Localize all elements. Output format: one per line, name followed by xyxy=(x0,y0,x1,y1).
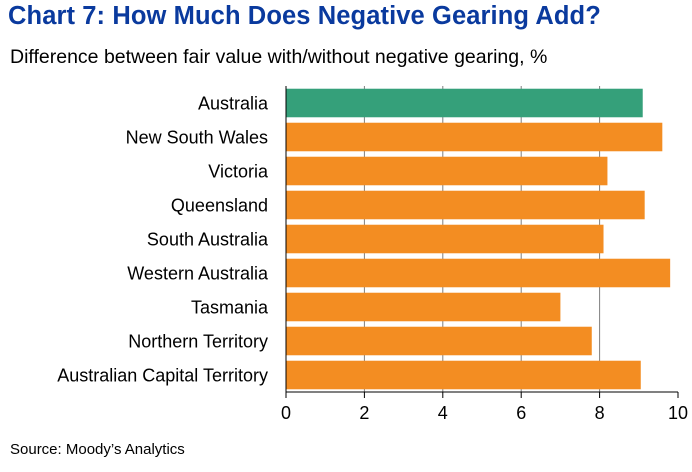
category-label: Australia xyxy=(198,94,269,114)
x-tick-label: 2 xyxy=(359,403,369,423)
category-label: Northern Territory xyxy=(128,332,268,352)
bar-australia xyxy=(286,88,643,118)
category-label: Queensland xyxy=(171,196,268,216)
x-tick-label: 0 xyxy=(281,403,291,423)
category-label: Tasmania xyxy=(191,298,269,318)
category-label: Victoria xyxy=(208,162,269,182)
bar-northern-territory xyxy=(286,326,592,356)
category-label: South Australia xyxy=(147,230,269,250)
chart-subtitle: Difference between fair value with/witho… xyxy=(10,46,548,68)
x-tick-label: 8 xyxy=(595,403,605,423)
chart-title: Chart 7: How Much Does Negative Gearing … xyxy=(8,2,601,30)
bar-australian-capital-territory xyxy=(286,360,641,390)
source-note: Source: Moody’s Analytics xyxy=(10,441,185,458)
category-label: New South Wales xyxy=(126,128,268,148)
bar-queensland xyxy=(286,190,645,220)
x-tick-label: 4 xyxy=(438,403,448,423)
bar-south-australia xyxy=(286,224,604,254)
bar-tasmania xyxy=(286,292,561,322)
bar-western-australia xyxy=(286,258,671,288)
category-label: Western Australia xyxy=(127,264,269,284)
x-tick-label: 6 xyxy=(516,403,526,423)
x-tick-label: 10 xyxy=(668,403,688,423)
bar-new-south-wales xyxy=(286,122,663,152)
category-label: Australian Capital Territory xyxy=(57,366,268,386)
bar-victoria xyxy=(286,156,608,186)
